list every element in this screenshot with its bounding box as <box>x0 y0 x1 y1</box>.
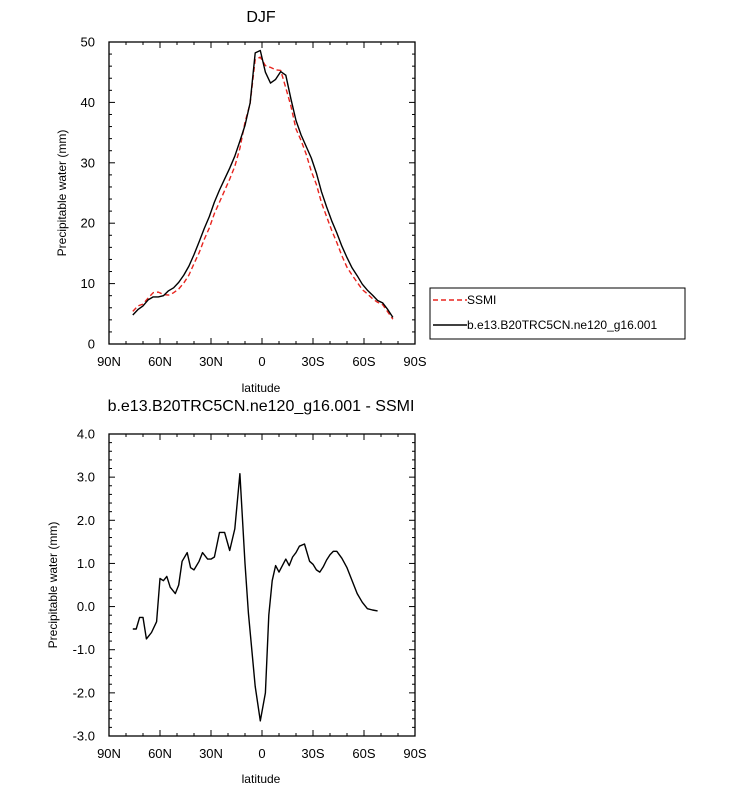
x-tick-label: 30N <box>199 354 223 369</box>
legend-label-ssmi: SSMI <box>467 293 496 307</box>
chart-1-plot-frame <box>108 41 416 345</box>
y-tick-label: -2.0 <box>73 685 95 700</box>
y-tick-label: 4.0 <box>77 427 95 442</box>
y-tick-label: 40 <box>81 95 95 110</box>
y-tick-label: -3.0 <box>73 729 95 744</box>
chart-1-precipitable-water-djf: DJF 90N 60N 30N 0 30S 60S 90S 0 10 20 30 40 50 Preci… <box>55 9 686 395</box>
x-tick-label: 60N <box>148 354 172 369</box>
chart-1-title: DJF <box>246 9 276 26</box>
x-tick-label: 60S <box>352 746 375 761</box>
x-tick-label: 90N <box>97 354 121 369</box>
x-tick-label: 30S <box>301 354 324 369</box>
y-tick-label: 0.0 <box>77 599 95 614</box>
chart-2-series <box>132 473 378 722</box>
legend-box <box>429 287 686 340</box>
chart-1-series-line-ssmi <box>132 56 394 320</box>
y-tick-label: -1.0 <box>73 642 95 657</box>
x-tick-label: 0 <box>258 746 265 761</box>
chart-2-difference: b.e13.B20TRC5CN.ne120_g16.001 - SSMI 90N… <box>46 398 427 786</box>
y-tick-label: 50 <box>81 35 95 50</box>
y-tick-label: 2.0 <box>77 513 95 528</box>
chart-2-x-axis-label: latitude <box>242 772 281 786</box>
y-tick-label: 20 <box>81 216 95 231</box>
y-tick-label: 1.0 <box>77 556 95 571</box>
chart-2-title: b.e13.B20TRC5CN.ne120_g16.001 - SSMI <box>108 398 415 415</box>
x-tick-label: 90N <box>97 746 121 761</box>
chart-1-x-axis-label: latitude <box>242 381 281 395</box>
chart-1-series <box>132 49 394 320</box>
y-tick-label: 30 <box>81 155 95 170</box>
chart-2-plot-frame <box>108 433 416 737</box>
y-tick-label: 0 <box>88 337 95 352</box>
x-tick-label: 0 <box>258 354 265 369</box>
chart-1-ticks: 90N 60N 30N 0 30S 60S 90S 0 10 20 30 40 50 <box>81 35 427 370</box>
x-tick-label: 30S <box>301 746 324 761</box>
chart-1-series-line-b-e13-b20trc5cn-ne120-g16-001 <box>132 49 394 318</box>
x-tick-label: 90S <box>403 354 426 369</box>
x-tick-label: 60N <box>148 746 172 761</box>
chart-2-series-line-0 <box>132 473 378 722</box>
chart-1-y-axis-label: Precipitable water (mm) <box>55 130 69 257</box>
y-tick-label: 3.0 <box>77 470 95 485</box>
x-tick-label: 60S <box>352 354 375 369</box>
chart-2-y-axis-label: Precipitable water (mm) <box>46 522 60 649</box>
x-tick-label: 90S <box>403 746 426 761</box>
y-tick-label: 10 <box>81 276 95 291</box>
x-tick-label: 30N <box>199 746 223 761</box>
legend-label-model: b.e13.B20TRC5CN.ne120_g16.001 <box>467 318 657 332</box>
chart-2-ticks: 90N 60N 30N 0 30S 60S 90S -3.0 -2.0 -1.0 0.0 1.0 2.0… <box>73 427 427 762</box>
chart-1-legend: SSMI b.e13.B20TRC5CN.ne120_g16.001 <box>429 287 686 340</box>
